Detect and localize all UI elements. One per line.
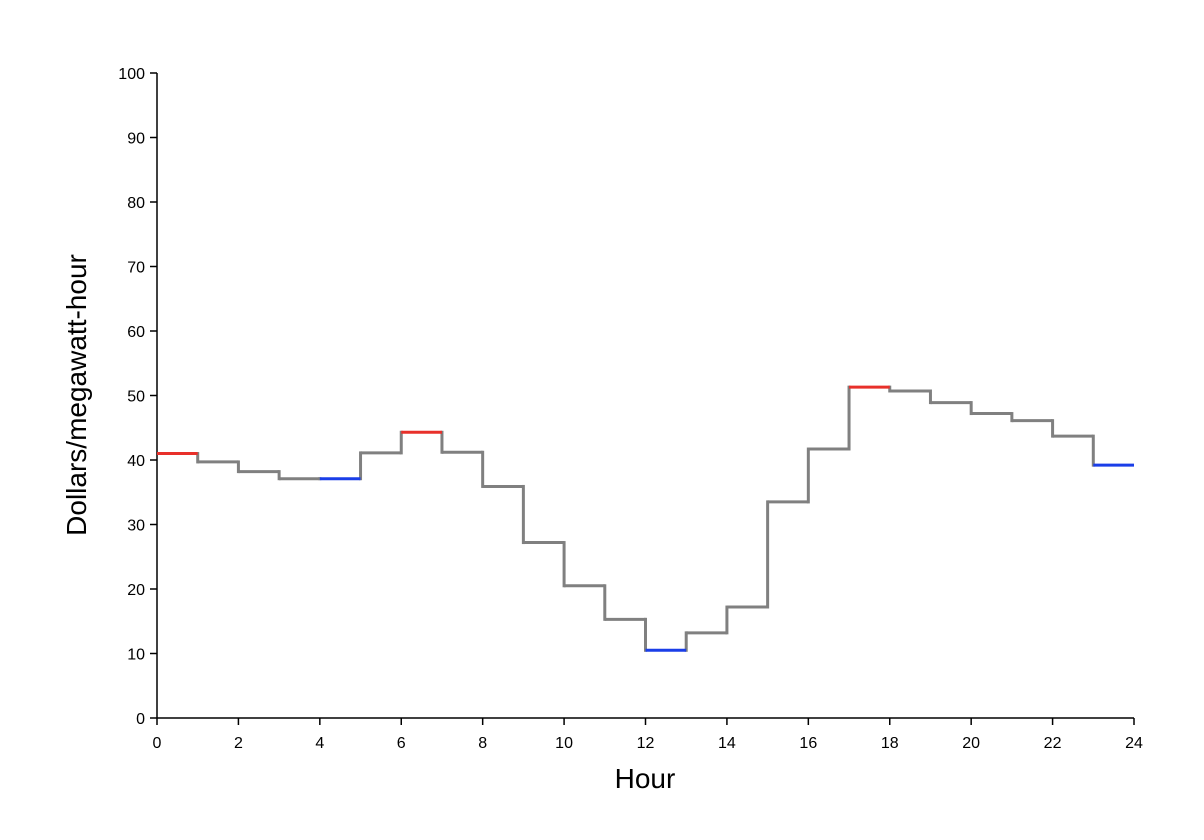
y-axis-title: Dollars/megawatt-hour: [61, 254, 92, 536]
x-tick-label: 20: [962, 735, 980, 752]
y-tick-label: 100: [118, 66, 145, 83]
y-tick-label: 50: [127, 389, 145, 406]
y-tick-label: 80: [127, 195, 145, 212]
x-tick-label: 24: [1125, 735, 1143, 752]
y-tick-label: 60: [127, 324, 145, 341]
x-tick-label: 22: [1044, 735, 1062, 752]
x-axis: 0 2 4 6 8 10 12 14 16 18 20 22 24: [153, 717, 1143, 752]
y-tick-label: 40: [127, 453, 145, 470]
x-tick-label: 16: [799, 735, 817, 752]
y-axis: 0 10 20 30 40 50 60 70 80 90 100: [118, 66, 158, 728]
y-tick-label: 10: [127, 647, 145, 664]
hourly-price-series: [157, 385, 1134, 652]
x-tick-label: 14: [718, 735, 736, 752]
x-axis-title: Hour: [615, 763, 676, 794]
x-tick-label: 2: [234, 735, 243, 752]
y-tick-label: 90: [127, 131, 145, 148]
x-tick-label: 0: [153, 735, 162, 752]
x-tick-label: 8: [478, 735, 487, 752]
x-tick-label: 18: [881, 735, 899, 752]
y-tick-label: 30: [127, 518, 145, 535]
x-tick-label: 6: [397, 735, 406, 752]
x-tick-label: 4: [315, 735, 324, 752]
y-tick-label: 70: [127, 260, 145, 277]
y-tick-label: 20: [127, 582, 145, 599]
x-tick-label: 12: [637, 735, 655, 752]
x-tick-label: 10: [555, 735, 573, 752]
y-tick-label: 0: [136, 711, 145, 728]
